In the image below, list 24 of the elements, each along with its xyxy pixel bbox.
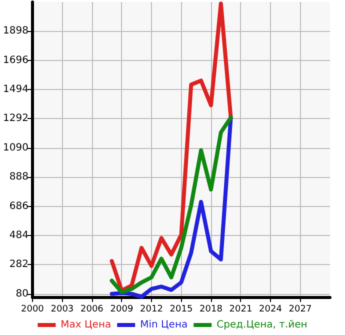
x-tick-label: 2000 (20, 304, 44, 314)
x-tick-label: 2003 (50, 304, 74, 314)
x-tick-label: 2015 (170, 304, 193, 314)
y-tick-label: 1292 (2, 113, 28, 124)
x-tick-label: 2006 (80, 304, 104, 314)
x-tick-label: 2027 (288, 304, 312, 314)
y-tick-label: 1898 (2, 26, 28, 37)
x-tick-label: 2018 (200, 304, 223, 314)
legend-label: Min Цена (140, 320, 188, 330)
y-tick-label: 1696 (2, 54, 28, 66)
y-tick-label: 686 (9, 200, 28, 212)
x-tick-label: 2012 (140, 304, 163, 314)
y-tick-label: 1090 (2, 142, 28, 154)
y-tick-label: 888 (9, 172, 28, 183)
x-tick-label: 2024 (259, 304, 282, 314)
y-tick-label: 1494 (2, 84, 28, 96)
line-series (110, 2, 233, 292)
x-tick-label: 2021 (229, 304, 252, 314)
y-tick-label: 484 (9, 230, 28, 241)
x-tick-label: 2009 (110, 304, 134, 314)
y-tick-label: 80 (16, 288, 28, 300)
legend-label: Max Цена (60, 320, 112, 330)
y-tick-label: 282 (9, 259, 28, 270)
legend-label: Сред.Цена, т.йен (216, 320, 308, 330)
